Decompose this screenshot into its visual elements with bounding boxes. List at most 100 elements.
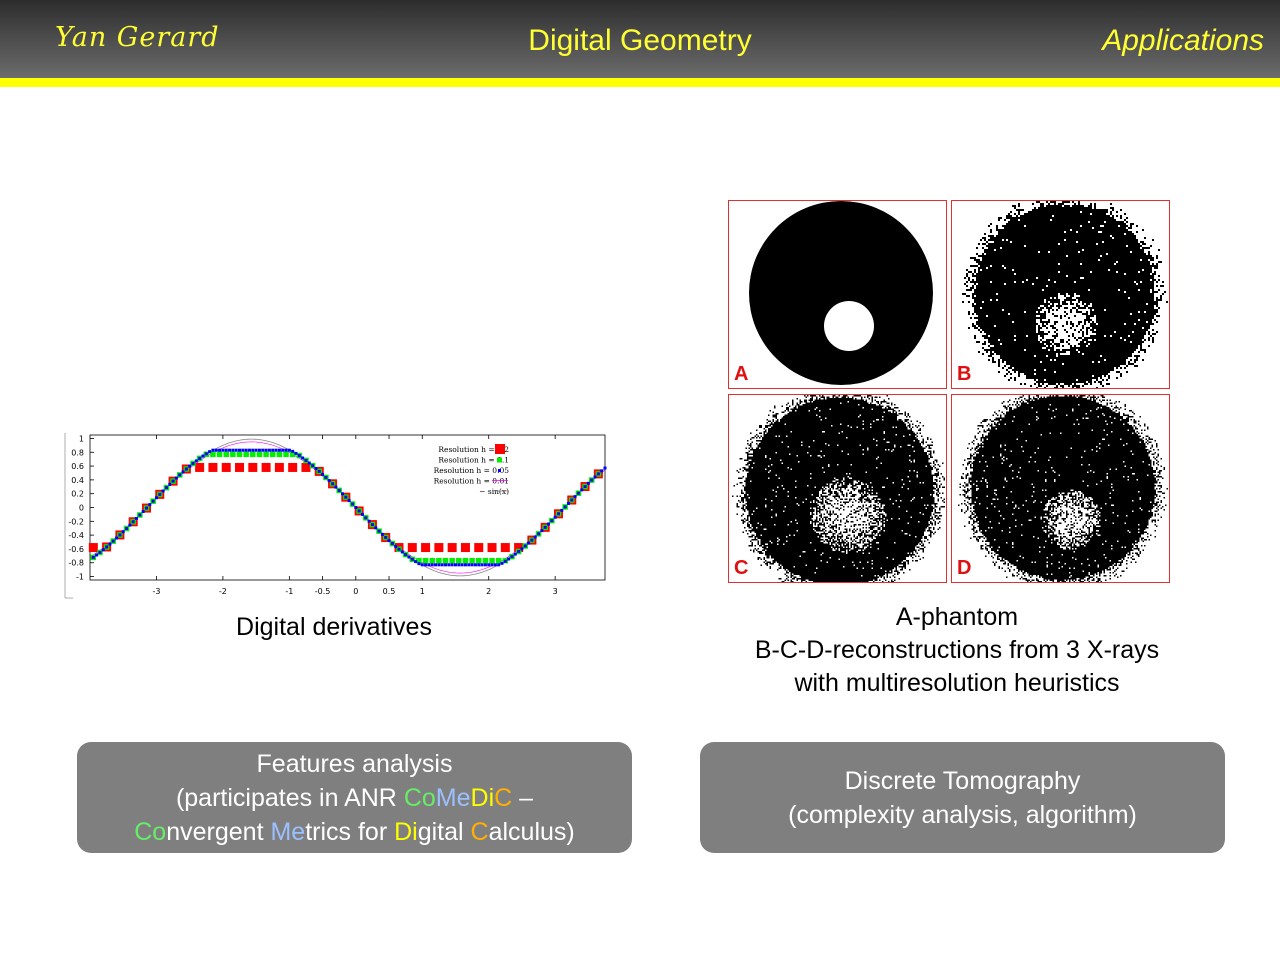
point-resolution-005 [384, 536, 388, 540]
point-resolution-005 [121, 530, 125, 534]
point-resolution-005 [510, 555, 514, 559]
point-resolution-005 [387, 539, 391, 543]
word-di: Di [394, 818, 418, 846]
x-tick-label: 1 [420, 587, 425, 596]
features-line-2: (participates in ANR CoMeDiC – [77, 781, 632, 815]
reconstruction-pixels [732, 395, 945, 582]
reconstruction-image-d [958, 395, 1168, 582]
acronym-co: Co [403, 784, 436, 812]
point-resolution-005 [334, 485, 338, 489]
features-line-1: Features analysis [256, 750, 453, 778]
tomography-panel-a: A [728, 200, 947, 389]
point-resolution-005 [211, 448, 215, 452]
point-resolution-005 [563, 505, 567, 509]
word-co: Co [134, 818, 167, 846]
point-resolution-02 [235, 462, 245, 472]
panel-letter-c: C [734, 557, 749, 579]
point-resolution-005 [463, 563, 467, 567]
point-resolution-02 [208, 462, 218, 472]
point-resolution-005 [221, 448, 225, 452]
legend-label: Resolution h = 0.01 [434, 477, 509, 486]
point-resolution-005 [151, 499, 155, 503]
point-resolution-005 [547, 522, 551, 526]
word-c: C [470, 818, 489, 846]
point-resolution-02 [447, 543, 457, 553]
point-resolution-005 [171, 479, 175, 483]
point-resolution-005 [214, 448, 218, 452]
point-resolution-005 [500, 561, 504, 565]
point-resolution-005 [553, 515, 557, 519]
y-tick-label: -0.6 [68, 545, 84, 554]
point-resolution-005 [590, 478, 594, 482]
y-tick-label: 0.2 [71, 490, 84, 499]
point-resolution-005 [497, 563, 501, 567]
y-tick-label: -1 [76, 573, 84, 582]
point-resolution-005 [560, 508, 564, 512]
point-resolution-005 [347, 499, 351, 503]
point-resolution-01 [489, 557, 495, 564]
point-resolution-005 [354, 506, 358, 509]
curve-neg-sin [89, 438, 605, 577]
point-resolution-005 [360, 512, 364, 516]
point-resolution-02 [88, 543, 98, 553]
derivatives-caption: Digital derivatives [236, 613, 432, 641]
point-resolution-005 [271, 448, 275, 452]
point-resolution-005 [407, 555, 411, 559]
tomography-line-1: Discrete Tomography [844, 767, 1081, 795]
point-resolution-005 [267, 448, 271, 452]
point-resolution-005 [287, 448, 291, 452]
point-resolution-005 [507, 557, 511, 561]
x-tick-label: 0.5 [383, 587, 396, 596]
point-resolution-02 [261, 462, 271, 472]
author-name: Yan Gerard [55, 22, 220, 53]
point-resolution-01 [243, 451, 249, 458]
tomography-panel-c: C [728, 394, 947, 583]
point-resolution-005 [98, 550, 102, 554]
point-resolution-005 [254, 448, 258, 452]
point-resolution-005 [138, 513, 142, 517]
point-resolution-005 [327, 479, 331, 483]
point-resolution-005 [105, 545, 109, 549]
point-resolution-01 [456, 557, 462, 564]
reconstruction-pixels [962, 201, 1168, 388]
point-resolution-005 [174, 476, 178, 480]
y-tick-label: 0.8 [71, 448, 84, 457]
point-resolution-02 [500, 543, 510, 553]
point-resolution-005 [238, 448, 242, 452]
y-tick-label: 0.4 [71, 476, 84, 485]
point-resolution-01 [276, 451, 283, 458]
point-resolution-005 [101, 548, 105, 552]
point-resolution-005 [201, 454, 205, 458]
point-resolution-005 [487, 563, 491, 567]
x-tick-label: 2 [486, 587, 491, 596]
caption-line-1: A-phantom [895, 603, 1019, 631]
y-tick-label: 0 [79, 504, 84, 513]
point-resolution-005 [284, 448, 288, 452]
point-resolution-005 [231, 448, 235, 452]
slide-title: Digital Geometry [528, 24, 752, 57]
point-resolution-005 [241, 448, 245, 452]
point-resolution-005 [437, 563, 441, 567]
point-resolution-005 [331, 482, 335, 486]
point-resolution-005 [467, 563, 471, 567]
point-resolution-005 [374, 526, 378, 530]
point-resolution-005 [583, 485, 587, 489]
point-resolution-01 [449, 557, 455, 564]
point-resolution-02 [487, 543, 497, 553]
features-line-2-dash: – [512, 784, 534, 812]
caption-line-2: B-C-D-reconstructions from 3 X-rays [754, 636, 1160, 664]
y-tick-label: -0.4 [68, 531, 84, 540]
point-resolution-02 [288, 462, 298, 472]
point-resolution-005 [144, 506, 148, 510]
point-resolution-005 [317, 469, 321, 473]
point-resolution-01 [482, 557, 489, 564]
y-tick-label: -0.2 [68, 517, 84, 526]
tomography-panel-d: D [951, 394, 1170, 583]
tomography-caption: A-phantom B-C-D-reconstructions from 3 X… [700, 601, 1214, 700]
acronym-c: C [494, 784, 513, 812]
point-resolution-005 [490, 563, 494, 567]
point-resolution-005 [208, 450, 212, 454]
point-resolution-005 [470, 563, 474, 567]
point-resolution-005 [493, 563, 497, 567]
point-resolution-005 [281, 448, 285, 452]
